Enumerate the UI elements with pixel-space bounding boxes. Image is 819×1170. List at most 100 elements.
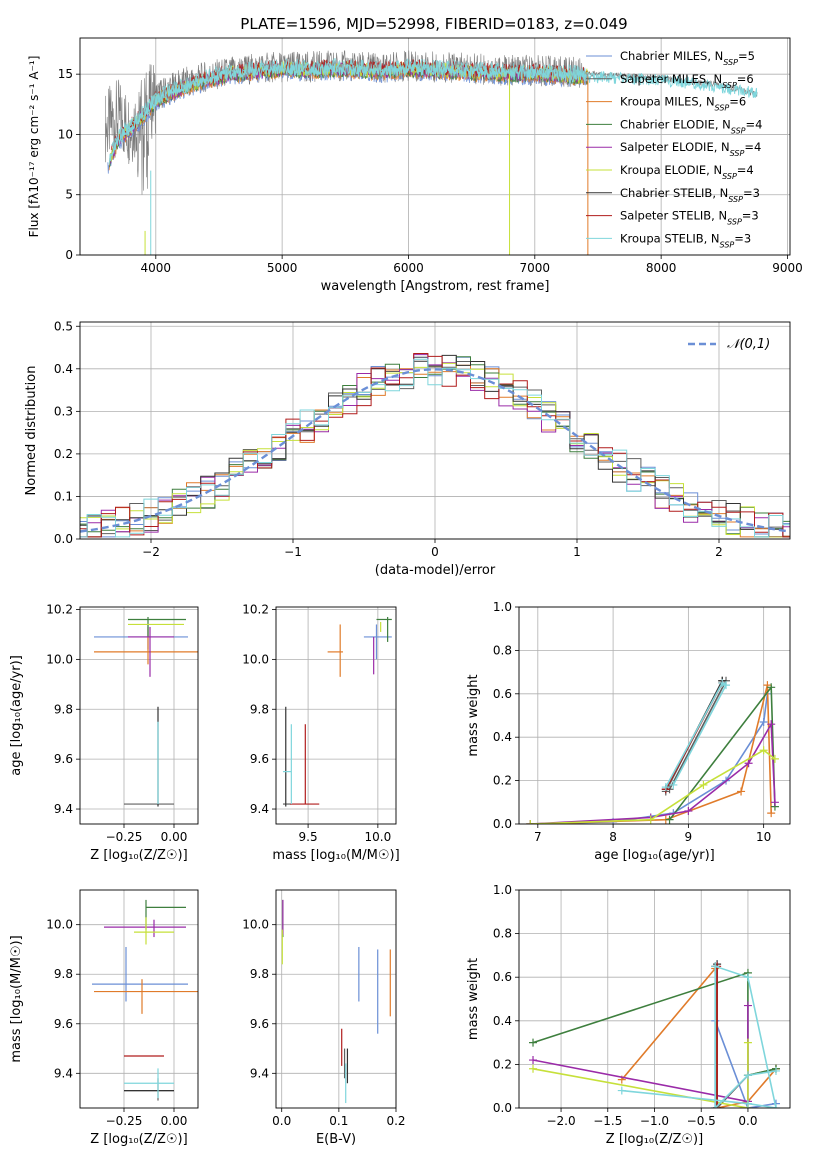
weight_vs_age-series-3 <box>530 684 772 824</box>
mass_vs_Z-xlabel: Z [log₁₀(Z/Z☉)] <box>90 1132 187 1147</box>
weight_vs_age-marker <box>722 681 731 690</box>
residuals-frame <box>79 321 791 540</box>
weight_vs_Z-ytick-label: 0.4 <box>493 1014 512 1028</box>
residual-histogram-2 <box>80 356 790 538</box>
weight_vs_Z-ytick-label: 1.0 <box>493 883 512 897</box>
weight_vs_age-marker <box>767 683 776 692</box>
residuals-ytick-label: 0.2 <box>54 447 73 461</box>
weight_vs_Z-marker <box>711 1104 720 1108</box>
weight_vs_age-marker <box>665 815 674 824</box>
weight_vs_age-marker <box>737 787 746 796</box>
age_vs_mass-xlabel: mass [log₁₀(M/M☉)] <box>272 848 399 863</box>
weight_vs_age-marker <box>744 759 753 768</box>
weight_vs_age-ytick-label: 0.4 <box>493 730 512 744</box>
residuals-xtick-label: 2 <box>715 545 723 559</box>
spectrum-ylabel: Flux [fλ10⁻¹⁷ erg cm⁻² s⁻¹ A⁻¹] <box>27 56 41 238</box>
weight_vs_Z-ytick-label: 0.6 <box>493 970 512 984</box>
mass_vs_EBV-ytick-label: 9.6 <box>250 1017 269 1031</box>
spectrum-ytick-label: 10 <box>58 127 73 141</box>
weight_vs_age-marker <box>767 720 776 729</box>
mass_vs_Z-ytick-label: 9.4 <box>54 1066 73 1080</box>
age_vs_Z-ytick-label: 9.6 <box>54 752 73 766</box>
mass_vs_EBV-plot-area <box>281 899 391 1104</box>
legend-label-2: Salpeter MILES, NSSP=6 <box>620 72 754 90</box>
mass_vs_EBV-xtick-label: 0.2 <box>386 1114 405 1128</box>
weight_vs_Z-ytick-label: 0.2 <box>493 1057 512 1071</box>
figure-title: PLATE=1596, MJD=52998, FIBERID=0183, z=0… <box>240 15 627 33</box>
weight_vs_Z-xtick-label: −0.5 <box>687 1114 716 1128</box>
legend-label-5: Salpeter ELODIE, NSSP=4 <box>620 140 761 158</box>
model-spectrum-9 <box>108 62 758 165</box>
residuals-ytick-label: 0.1 <box>54 489 73 503</box>
legend-label-8: Salpeter STELIB, NSSP=3 <box>620 209 759 227</box>
age_vs_Z-ytick-label: 9.8 <box>54 702 73 716</box>
residuals-ytick-label: 0.3 <box>54 404 73 418</box>
age_vs_Z-ytick-label: 9.4 <box>54 802 73 816</box>
weight_vs_age-series-2 <box>665 679 728 792</box>
age_vs_mass-ytick-label: 9.8 <box>250 702 269 716</box>
weight_vs_age-series-1 <box>530 693 769 824</box>
legend-label-9: Kroupa STELIB, NSSP=3 <box>620 231 751 249</box>
residuals-ytick-label: 0.4 <box>54 362 73 376</box>
weight_vs_Z-marker <box>771 1066 780 1075</box>
legend-label-3: Kroupa MILES, NSSP=6 <box>620 95 746 113</box>
weight_vs_age-marker <box>759 746 768 755</box>
mass_vs_Z-xtick-label: −0.25 <box>106 1114 143 1128</box>
legend-label-4: Chabrier ELODIE, NSSP=4 <box>620 117 762 135</box>
mass_vs_EBV-xtick-label: 0.0 <box>272 1114 291 1128</box>
spectrum-axes: 4000 5000 6000 7000 8000 9000 0 5 10 15 <box>58 38 803 275</box>
normal-curve <box>80 368 790 533</box>
age_vs_mass-ytick-label: 9.6 <box>250 752 269 766</box>
mass_vs_Z-ytick-label: 9.6 <box>54 1017 73 1031</box>
residuals-xtick-label: −2 <box>142 545 160 559</box>
residual-histogram-9 <box>80 358 790 538</box>
mass_vs_EBV-ytick-label: 9.4 <box>250 1066 269 1080</box>
weight_vs_age-marker <box>684 806 693 815</box>
weight_vs_Z-marker <box>743 1001 752 1010</box>
weight_vs_Z-ytick-label: 0.0 <box>493 1101 512 1115</box>
residuals-xtick-label: −1 <box>284 545 302 559</box>
spectrum-xlabel: wavelength [Angstrom, rest frame] <box>321 279 550 294</box>
spectrum-legend: Chabrier MILES, NSSP=5 Salpeter MILES, NS… <box>586 49 762 249</box>
weight_vs_age-series-5 <box>530 721 776 824</box>
legend-label-1: Chabrier MILES, NSSP=5 <box>620 49 755 67</box>
weight_vs_age-plot-area <box>526 676 779 824</box>
plot-layer: 4000 5000 6000 7000 8000 9000051015wavelength… <box>9 37 803 1147</box>
weight_vs_Z-xtick-label: 0.0 <box>738 1114 757 1128</box>
weight_vs_Z-marker <box>743 1099 752 1108</box>
spectrum-ytick-label: 15 <box>58 67 73 81</box>
weight_vs_age-xlabel: age [log₁₀(age/yr)] <box>594 848 715 863</box>
weight_vs_age-marker <box>646 815 655 824</box>
weight_vs_Z-xtick-label: −2.0 <box>546 1114 575 1128</box>
mass_vs_Z-frame <box>79 889 199 1109</box>
weight_vs_age-ylabel: mass weight <box>466 674 481 756</box>
age_vs_Z-xlabel: Z [log₁₀(Z/Z☉)] <box>90 848 187 863</box>
mass_vs_Z-plot-area <box>92 899 198 1101</box>
spectrum-xtick-label: 7000 <box>520 261 551 275</box>
weight_vs_Z-marker <box>529 1038 538 1047</box>
mass_vs_Z-axes: −0.25 0.00 9.4 9.6 9.8 10.0 <box>46 890 198 1128</box>
weight_vs_Z-marker <box>529 1064 538 1073</box>
residuals-ylabel: Normed distribution <box>24 366 39 496</box>
spectrum-plot-area <box>105 50 758 255</box>
weight_vs_Z-marker <box>743 1038 752 1047</box>
weight_vs_age-marker <box>770 798 779 807</box>
weight_vs_Z-plot-area <box>529 960 780 1108</box>
residuals-ytick-label: 0.0 <box>54 532 73 546</box>
weight_vs_Z-ytick-label: 0.8 <box>493 927 512 941</box>
weight_vs_Z-frame <box>518 889 791 1109</box>
age_vs_mass-xtick-label: 10.0 <box>365 830 392 844</box>
weight_vs_Z-xlabel: Z [log₁₀(Z/Z☉)] <box>606 1132 703 1147</box>
age_vs_Z-axes: −0.25 0.00 9.4 9.6 9.8 10.0 10.2 <box>46 602 198 844</box>
mass_vs_Z-ylabel: mass [log₁₀(M/M☉)] <box>9 935 24 1062</box>
residuals-ytick-label: 0.5 <box>54 319 73 333</box>
age_vs_mass-plot-area <box>282 616 392 807</box>
age_vs_Z-xtick-label: −0.25 <box>106 830 143 844</box>
age_vs_Z-xtick-label: 0.00 <box>161 830 188 844</box>
normal-legend-label: 𝒩(0,1) <box>727 337 770 352</box>
weight_vs_age-ytick-label: 0.0 <box>493 817 512 831</box>
weight_vs_age-xtick-label: 8 <box>609 830 617 844</box>
weight_vs_age-marker <box>661 783 670 792</box>
weight_vs_Z-xtick-label: −1.5 <box>593 1114 622 1128</box>
